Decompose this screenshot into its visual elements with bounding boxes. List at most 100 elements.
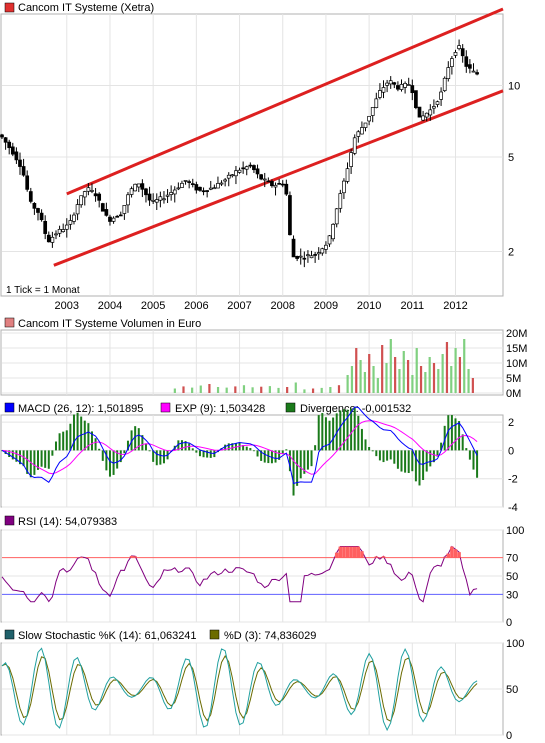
volume-bar — [428, 357, 431, 393]
price-y-tick-label: 10 — [508, 81, 520, 93]
candle-body — [129, 188, 134, 195]
macd-y-tick-label: 2 — [508, 417, 514, 429]
volume-y-tick-label: 15M — [506, 343, 527, 355]
candle-body — [25, 175, 30, 190]
x-tick-label: 2003 — [55, 300, 79, 312]
volume-bar — [389, 339, 392, 393]
volume-bar — [199, 385, 202, 393]
divergence-bar — [386, 450, 389, 461]
divergence-bar — [371, 450, 374, 452]
macd-y-tick-label: -4 — [508, 502, 518, 514]
divergence-bar — [15, 450, 18, 462]
candle-body — [273, 184, 278, 188]
divergence-bar — [65, 430, 68, 451]
stoch-y-tick-label: 100 — [506, 638, 524, 650]
stoch-k-legend-swatch — [4, 629, 15, 640]
divergence-bar — [321, 413, 324, 451]
divergence-bar — [245, 446, 248, 451]
candle-body — [237, 169, 242, 173]
candle-body — [446, 67, 451, 79]
divergence-bar — [360, 428, 363, 451]
divergence-bar — [80, 416, 83, 451]
candle-body — [18, 159, 22, 167]
volume-bar — [432, 363, 436, 393]
volume-bar — [234, 386, 237, 393]
divergence-bar — [472, 450, 475, 470]
candle-body — [187, 181, 192, 183]
price-y-tick-label: 5 — [508, 152, 514, 164]
candle-body — [396, 85, 400, 90]
divergence-bar — [184, 441, 187, 451]
candle-body — [57, 228, 62, 234]
divergence-bar — [400, 450, 403, 472]
divergence-bar — [357, 415, 360, 451]
divergence-bar — [87, 423, 90, 451]
candle-body — [410, 85, 415, 94]
candle-body — [468, 64, 472, 69]
candle-body — [464, 56, 469, 67]
candle-body — [190, 183, 195, 185]
candle-body — [252, 165, 256, 171]
divergence-bar — [177, 440, 180, 451]
candle-body — [43, 220, 48, 234]
volume-bar — [463, 339, 466, 393]
macd-y-tick-label: 0 — [508, 445, 514, 457]
divergence-bar — [105, 450, 108, 471]
candle-body — [234, 170, 238, 177]
divergence-bar — [137, 428, 140, 451]
candle-body — [212, 187, 217, 190]
stoch-k-line — [1, 647, 478, 732]
candle-body — [421, 115, 425, 121]
divergence-bar — [375, 450, 378, 457]
candle-body — [392, 82, 397, 85]
volume-bar — [355, 348, 358, 393]
candle-body — [327, 235, 332, 245]
rsi-y-tick-label: 70 — [506, 553, 518, 565]
rsi-panel: RSI (14): 54,079383 100 70 50 30 0 — [0, 515, 524, 629]
candle-body — [230, 174, 235, 177]
divergence-bar — [303, 450, 306, 474]
x-tick-label: 2007 — [227, 300, 251, 312]
candle-body — [10, 146, 15, 155]
candle-body — [165, 194, 170, 197]
candle-body — [360, 127, 364, 135]
candle-body — [295, 256, 299, 259]
candle-body — [61, 229, 66, 232]
candle-body — [439, 91, 443, 100]
candle-body — [201, 190, 206, 193]
candle-body — [262, 178, 267, 181]
candle-body — [28, 191, 33, 202]
candle-body — [68, 220, 73, 225]
divergence-bar — [450, 415, 453, 451]
exp-legend-label: EXP (9): 1,503428 — [175, 403, 265, 415]
volume-bar — [277, 387, 280, 393]
volume-bar — [372, 366, 375, 393]
volume-bar — [225, 387, 228, 393]
volume-bar — [381, 345, 384, 393]
volume-bar — [251, 387, 254, 393]
divergence-bar — [191, 448, 194, 451]
divergence-bar — [328, 420, 331, 451]
candle-body — [194, 184, 199, 191]
candle-body — [21, 166, 26, 176]
candle-body — [122, 205, 127, 214]
divergence-bar — [332, 417, 335, 451]
volume-bar — [242, 385, 246, 393]
candle-body — [82, 191, 87, 198]
divergence-bar — [130, 430, 133, 451]
x-tick-label: 2004 — [98, 300, 122, 312]
divergence-bar — [396, 450, 399, 469]
divergence-bar — [195, 450, 198, 453]
divergence-legend-swatch — [285, 402, 296, 413]
divergence-bar — [440, 442, 443, 451]
divergence-bar — [350, 408, 353, 451]
candle-body — [32, 203, 37, 209]
volume-bar — [441, 354, 444, 393]
candle-body — [370, 107, 375, 116]
candle-body — [457, 45, 461, 50]
divergence-bar — [8, 450, 11, 457]
candle-body — [338, 193, 343, 209]
divergence-bar — [206, 450, 209, 458]
candle-body — [435, 101, 440, 105]
candle-body — [75, 204, 80, 215]
